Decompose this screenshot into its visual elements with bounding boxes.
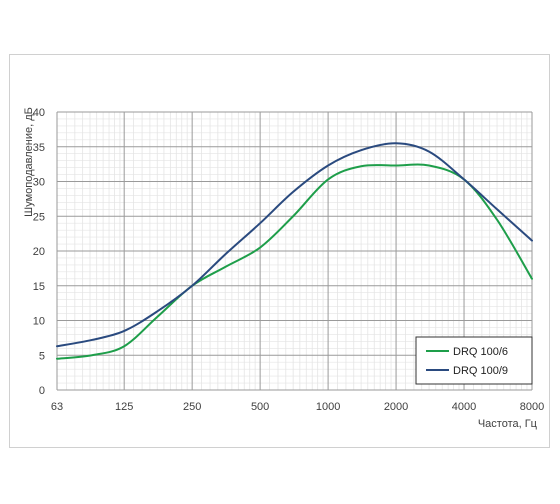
- y-tick-label: 5: [39, 350, 45, 362]
- legend-box: [415, 336, 533, 385]
- x-tick-label: 63: [51, 401, 63, 413]
- x-tick-label: 8000: [520, 401, 544, 413]
- x-tick-label: 500: [251, 401, 269, 413]
- series-line-drq-100-9: [56, 142, 533, 348]
- x-tick-label: 1000: [316, 401, 340, 413]
- legend-label-drq-100-9: DRQ 100/9: [453, 365, 508, 377]
- x-tick-label: 4000: [452, 401, 476, 413]
- legend-label-drq-100-6: DRQ 100/6: [453, 346, 508, 358]
- y-tick-label: 40: [33, 107, 45, 119]
- series-lines: [56, 142, 533, 360]
- y-tick-label: 30: [33, 177, 45, 189]
- x-axis-label: Частота, Гц: [478, 418, 538, 430]
- y-axis-label: Шумоподавление, дБ: [23, 107, 35, 217]
- y-tick-label: 15: [33, 281, 45, 293]
- x-tick-labels: 63 125 250 500 1000 2000 4000 8000: [51, 401, 544, 413]
- major-grid: [56, 111, 533, 391]
- legend: DRQ 100/6 DRQ 100/9: [415, 336, 533, 385]
- y-tick-label: 0: [39, 385, 45, 397]
- y-tick-labels: 0 5 10 15 20 25 30 35 40: [33, 107, 45, 397]
- y-tick-label: 20: [33, 246, 45, 258]
- x-tick-label: 125: [115, 401, 133, 413]
- x-tick-label: 2000: [384, 401, 408, 413]
- y-tick-label: 35: [33, 142, 45, 154]
- y-tick-label: 10: [33, 316, 45, 328]
- y-tick-label: 25: [33, 211, 45, 223]
- x-tick-label: 250: [183, 401, 201, 413]
